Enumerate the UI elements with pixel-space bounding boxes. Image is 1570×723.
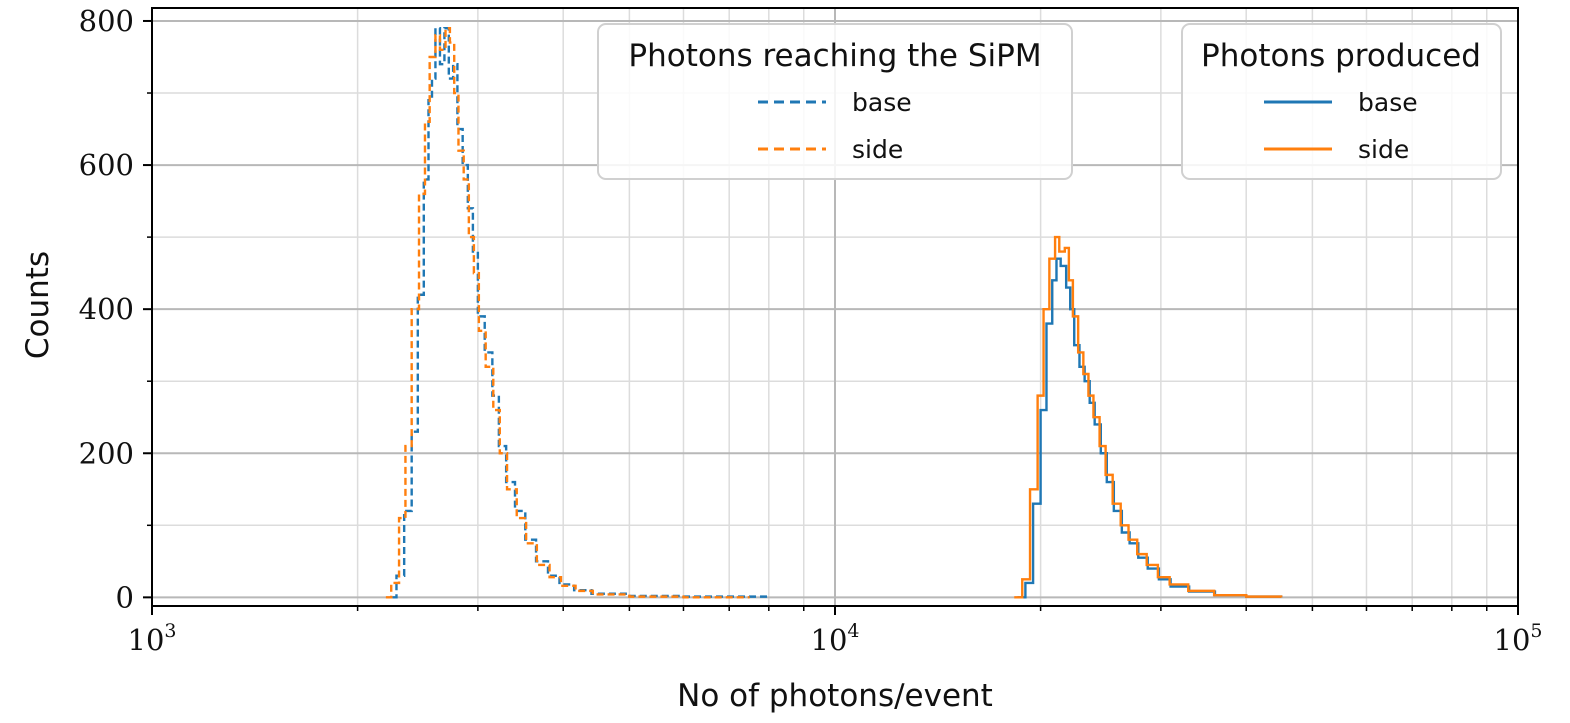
y-tick-label: 0 <box>116 580 134 614</box>
legend-sipm-title: Photons reaching the SiPM <box>628 38 1041 74</box>
legend-produced-side-label: side <box>1358 135 1409 164</box>
legend-produced-base-label: base <box>1358 88 1418 117</box>
tick-layer: 0 200 400 600 800 103 104 105 <box>79 4 1543 657</box>
series-layer <box>385 26 1283 599</box>
y-axis-label: Counts <box>20 251 56 359</box>
legend-sipm-side-label: side <box>852 135 903 164</box>
x-axis-label: No of photons/event <box>677 678 993 714</box>
series-sipm-side <box>385 26 750 599</box>
x-tick-label: 105 <box>1494 620 1543 657</box>
series-produced-side <box>1014 235 1283 599</box>
y-tick-label: 400 <box>79 292 134 326</box>
series-sipm-base <box>392 26 771 599</box>
legend-produced-box <box>1181 23 1502 180</box>
x-tick-label: 104 <box>811 620 860 657</box>
legend-sipm: Photons reaching the SiPM base side <box>597 23 1073 180</box>
y-tick-label: 800 <box>79 4 134 38</box>
x-tick-label: 103 <box>128 620 177 657</box>
legend-produced-title: Photons produced <box>1201 38 1481 74</box>
y-tick-label: 200 <box>79 436 134 470</box>
legend-sipm-base-label: base <box>852 88 912 117</box>
legend-produced: Photons produced base side <box>1181 23 1502 180</box>
y-tick-label: 600 <box>79 148 134 182</box>
legend-sipm-box <box>597 23 1073 180</box>
